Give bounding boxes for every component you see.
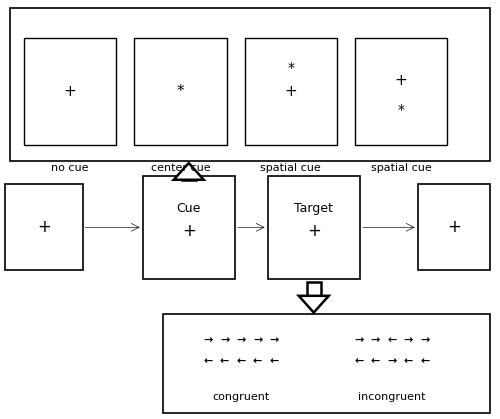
Text: +: + <box>182 222 196 241</box>
Text: →: → <box>404 335 413 345</box>
Text: ←: ← <box>204 357 213 367</box>
Text: *: * <box>288 61 294 75</box>
Text: ←: ← <box>370 357 380 367</box>
FancyBboxPatch shape <box>307 282 321 296</box>
Text: congruent: congruent <box>212 392 270 402</box>
Text: ←: ← <box>387 335 396 345</box>
FancyBboxPatch shape <box>182 173 196 180</box>
FancyBboxPatch shape <box>244 38 337 145</box>
Text: +: + <box>307 222 320 241</box>
Text: ←: ← <box>220 357 230 367</box>
FancyBboxPatch shape <box>134 38 226 145</box>
FancyBboxPatch shape <box>418 184 490 270</box>
Polygon shape <box>174 163 204 180</box>
Text: →: → <box>354 335 364 345</box>
Text: +: + <box>447 218 460 236</box>
Text: incongruent: incongruent <box>358 392 426 402</box>
Text: spatial cue: spatial cue <box>260 163 321 173</box>
Text: +: + <box>395 73 407 88</box>
Text: →: → <box>236 335 246 345</box>
Text: center cue: center cue <box>150 163 210 173</box>
Text: Target: Target <box>294 202 333 215</box>
Text: +: + <box>284 84 297 98</box>
Text: ←: ← <box>270 357 279 367</box>
Text: ←: ← <box>236 357 246 367</box>
FancyBboxPatch shape <box>268 176 360 279</box>
Text: Cue: Cue <box>176 202 201 215</box>
Text: no cue: no cue <box>51 163 88 173</box>
Text: →: → <box>387 357 396 367</box>
Text: →: → <box>253 335 262 345</box>
Text: ←: ← <box>420 357 430 367</box>
FancyBboxPatch shape <box>355 38 448 145</box>
FancyBboxPatch shape <box>142 176 235 279</box>
Text: spatial cue: spatial cue <box>371 163 432 173</box>
Polygon shape <box>299 296 329 313</box>
FancyBboxPatch shape <box>5 184 82 270</box>
Text: ←: ← <box>404 357 413 367</box>
Text: ←: ← <box>354 357 364 367</box>
Text: →: → <box>420 335 430 345</box>
Text: →: → <box>270 335 279 345</box>
FancyBboxPatch shape <box>10 8 490 161</box>
Text: +: + <box>64 84 76 98</box>
Text: +: + <box>37 218 51 236</box>
Text: →: → <box>204 335 213 345</box>
Text: ←: ← <box>253 357 262 367</box>
Text: →: → <box>220 335 230 345</box>
Text: *: * <box>398 103 404 117</box>
FancyBboxPatch shape <box>162 314 490 413</box>
Text: →: → <box>370 335 380 345</box>
Text: *: * <box>176 84 184 98</box>
FancyBboxPatch shape <box>24 38 116 145</box>
